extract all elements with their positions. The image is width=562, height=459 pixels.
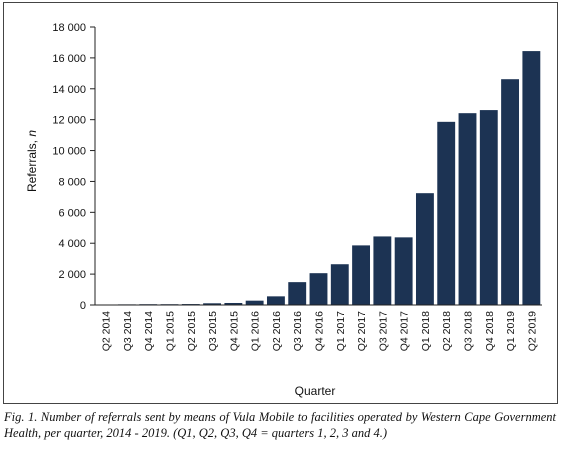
x-tick-label: Q1 2018: [420, 311, 432, 351]
y-tick-label: 0: [80, 300, 86, 312]
x-tick-label: Q2 2018: [441, 311, 453, 351]
x-tick-label: Q2 2014: [101, 311, 113, 351]
y-tick-label: 8 000: [58, 176, 86, 188]
x-tick-label: Q4 2015: [228, 311, 240, 351]
bar: [203, 303, 222, 305]
y-axis: 0 2 000 4 000 6 000 8 000 10 000 12 000 14 000 1…: [52, 22, 96, 312]
x-tick-label: Q2 2016: [271, 311, 283, 351]
x-tick-label: Q4 2017: [399, 311, 411, 351]
x-tick-label: Q2 2019: [526, 311, 538, 351]
x-tick-label: Q2 2017: [356, 311, 368, 351]
y-tick-label: 6 000: [58, 207, 86, 219]
bar: [415, 193, 434, 305]
x-tick-label: Q3 2015: [207, 311, 219, 351]
bar: [245, 300, 264, 305]
bar: [479, 110, 498, 305]
bar: [458, 113, 477, 306]
bar: [288, 282, 307, 305]
y-tick-label: 14 000: [52, 84, 86, 96]
bar: [373, 236, 392, 305]
bars: [96, 51, 541, 306]
bar: [330, 264, 349, 305]
x-tick-label: Q4 2018: [484, 311, 496, 351]
x-tick-label: Q2 2015: [186, 311, 198, 351]
bar: [501, 79, 520, 305]
y-tick-label: 16 000: [52, 53, 86, 65]
figure-caption: Fig. 1. Number of referrals sent by mean…: [4, 410, 556, 440]
bar: [437, 121, 456, 305]
y-tick-label: 10 000: [52, 146, 86, 158]
x-tick-label: Q3 2017: [377, 311, 389, 351]
x-tick-label: Q1 2016: [250, 311, 262, 351]
x-tick-label: Q4 2014: [143, 311, 155, 351]
bar: [224, 302, 243, 305]
bar: [394, 237, 413, 305]
bar: [522, 51, 541, 305]
bar: [309, 273, 328, 305]
x-axis: Q2 2014 Q3 2014 Q4 2014 Q1 2015 Q2 2015 Q3 20…: [95, 304, 542, 351]
y-tick-label: 12 000: [52, 115, 86, 127]
bar: [266, 296, 285, 305]
figure-frame: 0 2 000 4 000 6 000 8 000 10 000 12 000 14 000 1…: [3, 2, 558, 404]
x-tick-label: Q1 2017: [335, 311, 347, 351]
x-tick-label: Q1 2015: [165, 311, 177, 351]
y-axis-title: Referrals, n: [25, 130, 39, 192]
x-tick-label: Q4 2016: [314, 311, 326, 351]
bar: [352, 245, 371, 305]
x-tick-label: Q3 2016: [292, 311, 304, 351]
y-tick-label: 18 000: [52, 22, 86, 34]
y-tick-label: 4 000: [58, 238, 86, 250]
bar-chart: 0 2 000 4 000 6 000 8 000 10 000 12 000 14 000 1…: [25, 22, 542, 398]
x-axis-title: Quarter: [295, 384, 336, 398]
x-tick-label: Q1 2019: [505, 311, 517, 351]
x-tick-label: Q3 2014: [122, 311, 134, 351]
x-tick-label: Q3 2018: [463, 311, 475, 351]
y-tick-label: 2 000: [58, 269, 86, 281]
